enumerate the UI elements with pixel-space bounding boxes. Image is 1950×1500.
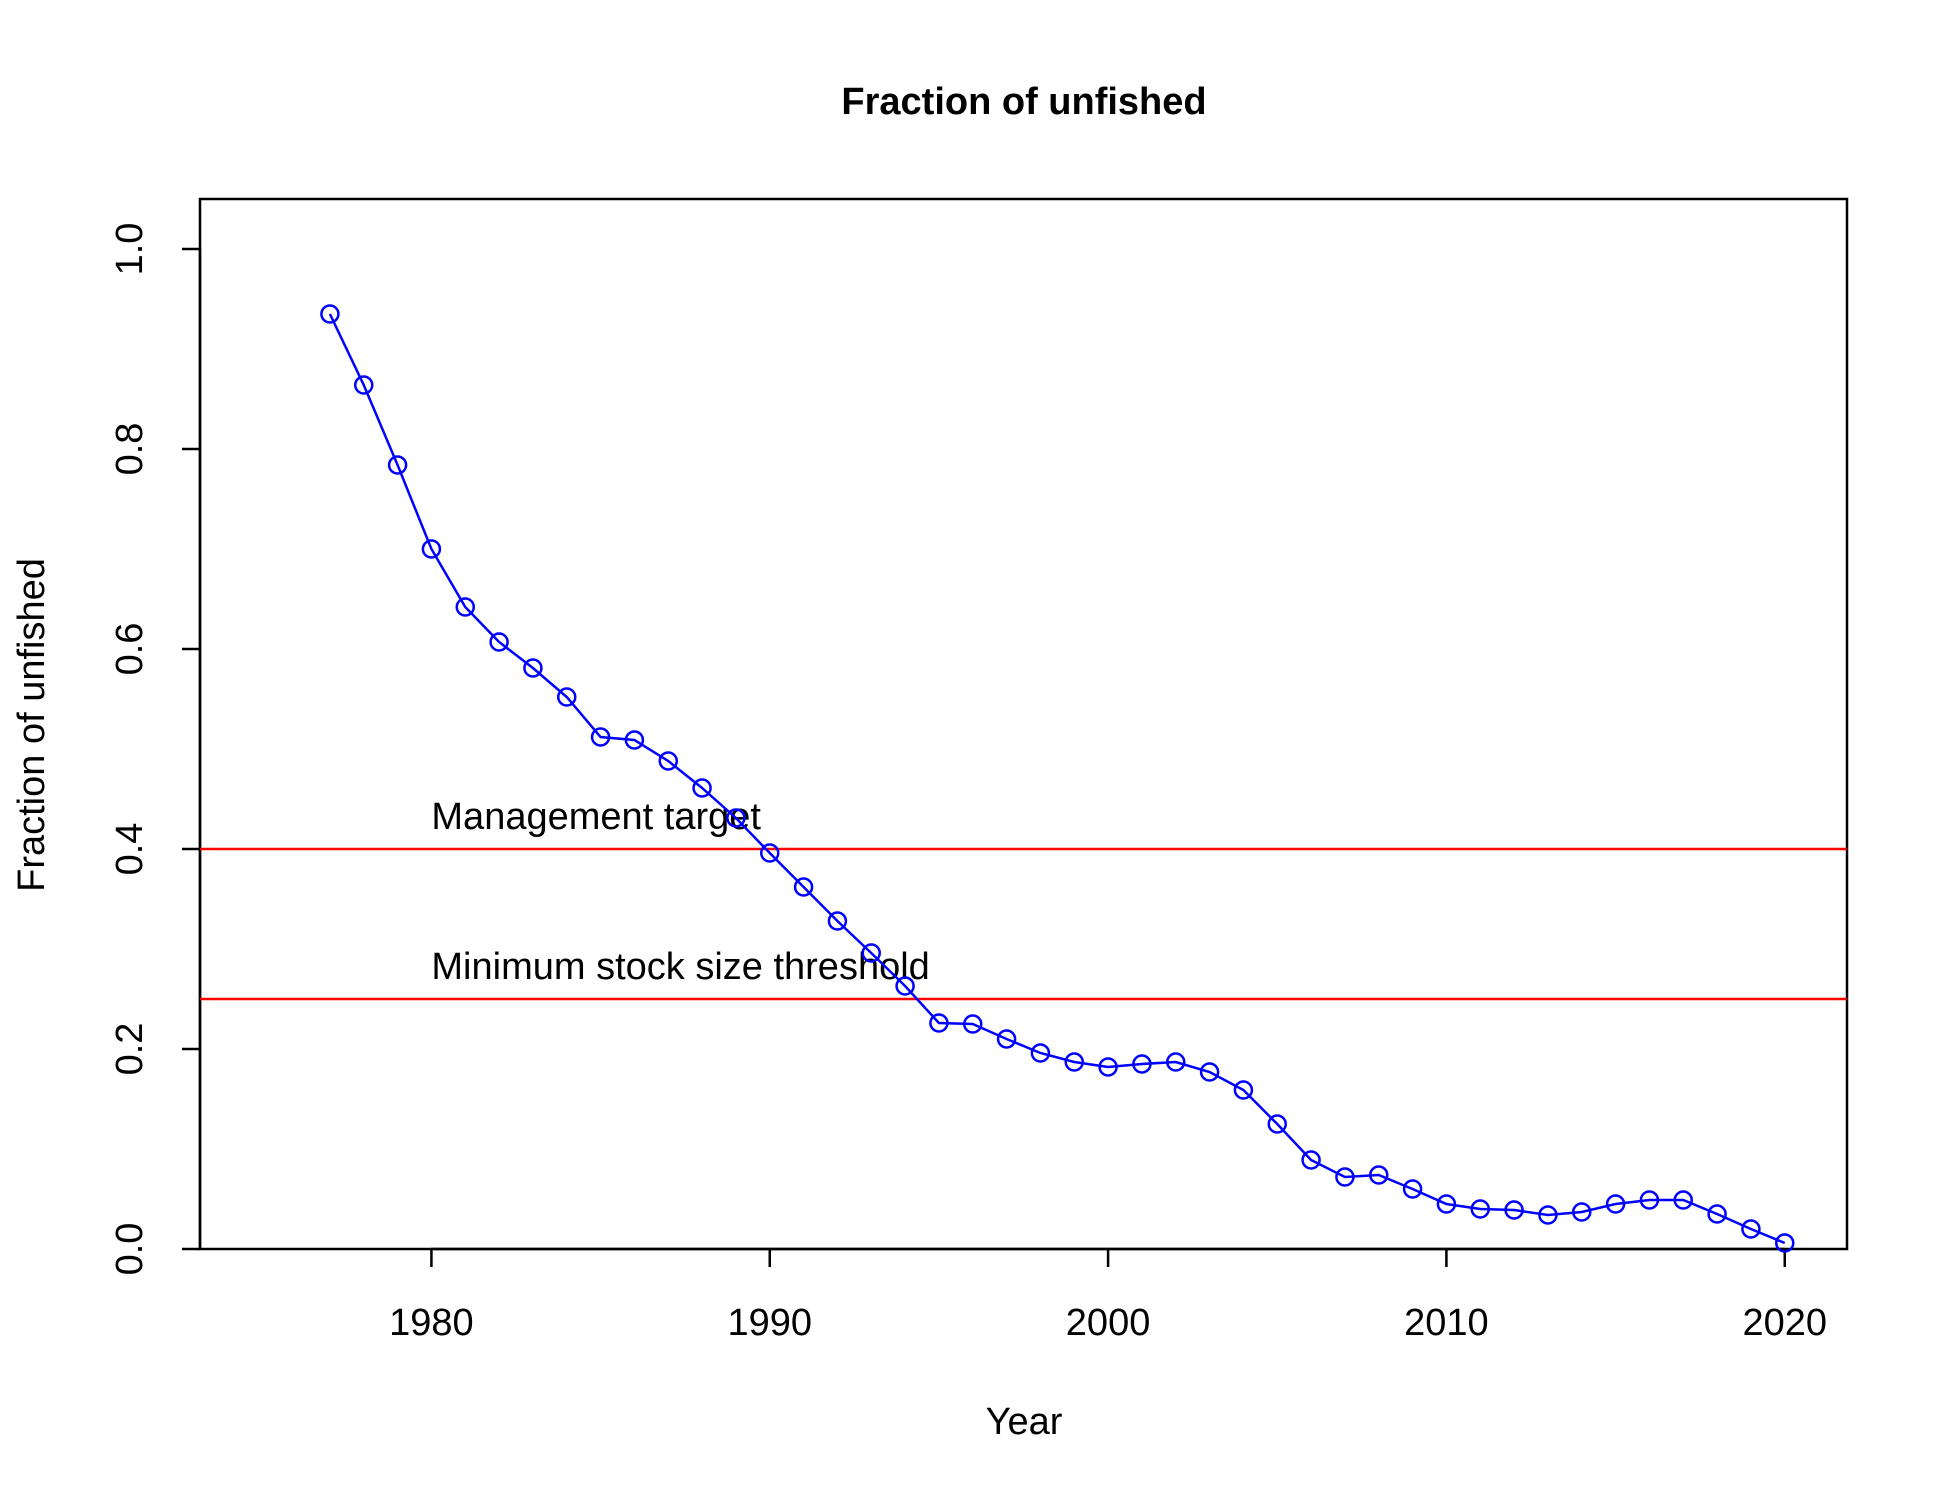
reference-label: Management target [431,796,761,838]
x-tick-label: 1990 [727,1302,812,1344]
data-point [726,808,746,828]
data-point [421,539,442,559]
data-point [523,658,543,678]
data-point [963,1014,983,1034]
data-point [1605,1194,1626,1214]
data-point [624,730,645,750]
data-point [1199,1062,1220,1082]
y-tick-label: 0.4 [109,823,151,876]
data-point [1098,1057,1118,1077]
data-point [1774,1233,1795,1253]
data-point [1132,1054,1152,1074]
y-tick-label: 0.6 [109,623,151,676]
plot-frame [198,197,1849,1251]
data-point [455,597,476,617]
data-point [692,778,712,798]
data-point [1165,1052,1186,1072]
data-point [1335,1167,1355,1187]
chart-title: Fraction of unfished [841,81,1206,123]
data-point [1538,1205,1558,1225]
y-tick-label: 0.8 [109,423,151,476]
data-point [1402,1179,1423,1199]
data-point [354,375,374,395]
data-point [1707,1204,1727,1224]
data-point [557,687,577,707]
data-point [1301,1150,1321,1170]
data-point [1470,1199,1490,1219]
data-point [320,304,340,324]
data-point [658,751,679,771]
data-point [895,976,915,996]
data-point [1030,1043,1051,1063]
data-point [489,632,509,652]
x-tick-label: 2010 [1404,1302,1489,1344]
data-point [827,911,848,931]
data-point [1368,1165,1389,1185]
data-point [1673,1190,1693,1210]
y-axis-label: Fraction of unfished [11,558,53,892]
data-line [328,313,1786,1245]
data-point [996,1029,1017,1049]
y-tick-label: 0.2 [109,1023,151,1076]
data-point [387,455,408,475]
data-point [1639,1190,1660,1210]
data-point [760,843,780,863]
reference-label: Minimum stock size threshold [431,946,929,988]
x-tick-label: 1980 [389,1302,474,1344]
data-point [1064,1052,1084,1072]
x-tick-label: 2000 [1066,1302,1151,1344]
data-point [1741,1219,1761,1239]
data-point [793,877,814,897]
x-tick-label: 2020 [1742,1302,1827,1344]
y-tick-label: 1.0 [109,223,151,276]
data-point [1267,1114,1287,1134]
data-point [1436,1194,1457,1214]
data-point [1571,1202,1592,1222]
data-point [590,727,611,747]
data-point [1504,1200,1524,1220]
data-point [1233,1080,1254,1100]
y-tick-label: 0.0 [109,1223,151,1276]
x-axis-label: Year [986,1401,1063,1443]
data-point [861,943,882,963]
data-point [929,1013,949,1033]
